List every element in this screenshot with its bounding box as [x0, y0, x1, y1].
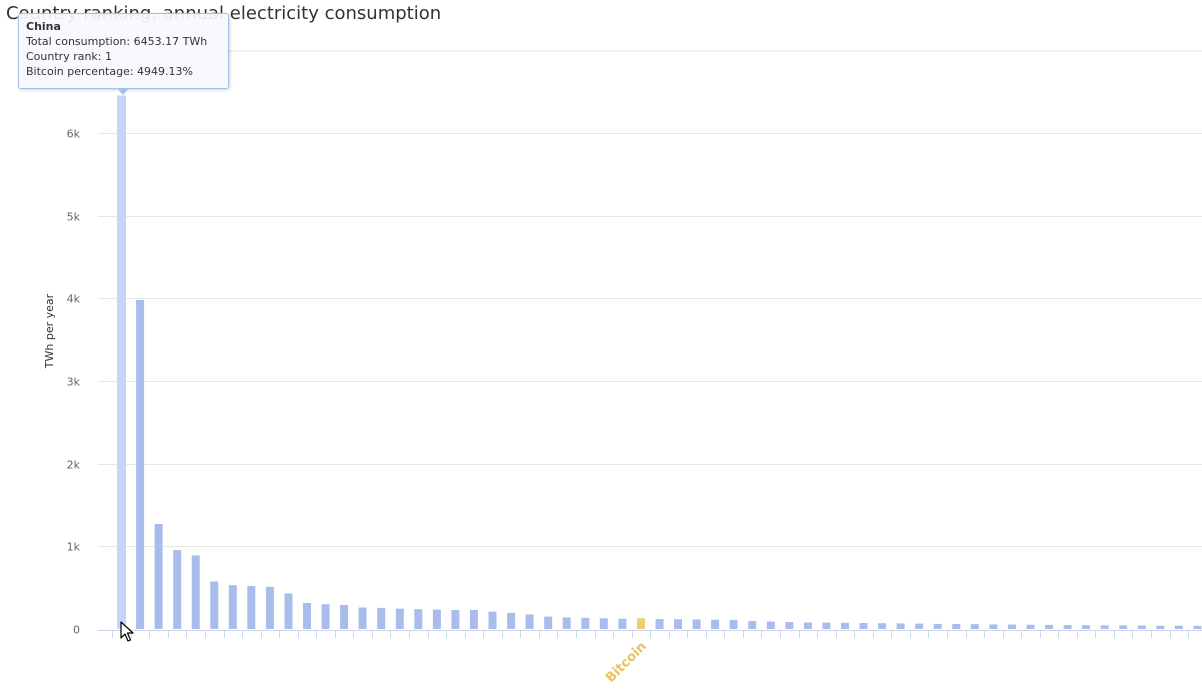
bar[interactable]	[803, 622, 812, 629]
bar[interactable]	[562, 617, 571, 629]
bar[interactable]	[729, 619, 738, 629]
bar[interactable]	[469, 610, 478, 629]
bar[interactable]	[1156, 625, 1165, 629]
bar[interactable]	[340, 605, 349, 629]
bar[interactable]	[841, 622, 849, 629]
y-tick-label: 1k	[67, 541, 81, 554]
bar[interactable]	[822, 622, 831, 629]
bar[interactable]	[1137, 625, 1146, 630]
bar[interactable]	[878, 623, 887, 629]
bar[interactable]	[358, 607, 367, 630]
bar-bitcoin[interactable]	[636, 618, 645, 629]
bar[interactable]	[191, 555, 200, 629]
labels: 0 1k 2k 3k 4k 5k 6k TWh per year Bitcoin	[43, 128, 650, 686]
bar[interactable]	[970, 624, 979, 629]
bar[interactable]	[117, 95, 126, 630]
bar[interactable]	[228, 585, 237, 629]
mouse-pointer-icon	[120, 621, 134, 642]
tooltip-pointer	[117, 88, 129, 95]
y-tick-label: 2k	[67, 459, 81, 472]
bar[interactable]	[451, 610, 460, 629]
bar[interactable]	[247, 586, 256, 629]
y-tick-label: 6k	[67, 128, 81, 141]
bar[interactable]	[321, 604, 330, 629]
tooltip: China Total consumption: 6453.17 TWh Cou…	[18, 13, 229, 89]
bar[interactable]	[1082, 625, 1091, 629]
axes	[98, 630, 1202, 638]
grid-lines	[98, 50, 1202, 547]
bar[interactable]	[748, 621, 757, 629]
bar[interactable]	[674, 619, 682, 629]
bar[interactable]	[1026, 624, 1035, 629]
bar[interactable]	[507, 612, 516, 629]
y-tick-label: 4k	[67, 293, 81, 306]
bar[interactable]	[265, 586, 274, 629]
bar[interactable]	[544, 616, 553, 629]
bar[interactable]	[1045, 624, 1053, 629]
bar[interactable]	[377, 607, 386, 629]
bars	[117, 95, 1202, 630]
y-tick-label: 5k	[67, 211, 81, 224]
bar[interactable]	[525, 614, 534, 630]
bar[interactable]	[655, 619, 664, 629]
bar[interactable]	[136, 300, 145, 629]
bar[interactable]	[581, 617, 590, 629]
bar[interactable]	[711, 619, 720, 629]
bar[interactable]	[303, 603, 311, 629]
bar[interactable]	[1193, 625, 1202, 629]
y-tick-label: 3k	[67, 376, 81, 389]
y-axis-title: TWh per year	[43, 293, 56, 369]
bar[interactable]	[915, 623, 924, 629]
bar[interactable]	[785, 622, 794, 629]
bar[interactable]	[599, 618, 608, 629]
bar[interactable]	[1007, 624, 1016, 630]
bar[interactable]	[933, 623, 942, 629]
x-category-label-bitcoin: Bitcoin	[603, 639, 650, 686]
bar[interactable]	[1100, 625, 1109, 629]
bar[interactable]	[766, 621, 775, 629]
bar[interactable]	[952, 624, 961, 629]
tooltip-country-rank: Country rank: 1	[26, 50, 113, 63]
bar[interactable]	[432, 609, 441, 629]
bar[interactable]	[173, 550, 182, 629]
bar[interactable]	[989, 624, 998, 629]
bar[interactable]	[618, 618, 627, 629]
bar[interactable]	[692, 619, 701, 630]
bar[interactable]	[859, 623, 868, 629]
bar[interactable]	[1063, 625, 1072, 629]
tooltip-country-name: China	[26, 20, 61, 33]
bar[interactable]	[284, 593, 293, 630]
bar[interactable]	[414, 609, 423, 629]
tooltip-total-consumption: Total consumption: 6453.17 TWh	[26, 35, 208, 48]
bar[interactable]	[1174, 625, 1183, 629]
y-tick-label: 0	[73, 624, 80, 637]
bar[interactable]	[210, 581, 219, 630]
bar[interactable]	[154, 524, 163, 629]
bar[interactable]	[395, 608, 404, 629]
tooltip-bitcoin-percentage: Bitcoin percentage: 4949.13%	[26, 65, 193, 78]
bar[interactable]	[488, 611, 497, 629]
bar[interactable]	[1119, 625, 1128, 629]
bar[interactable]	[896, 623, 905, 629]
